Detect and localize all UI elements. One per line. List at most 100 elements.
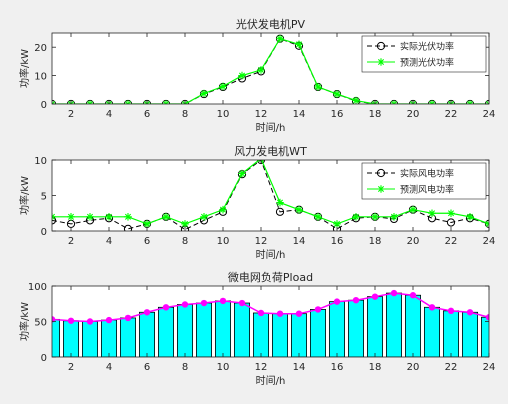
x-tick-label: 18 (369, 362, 382, 373)
load-bar (157, 306, 174, 357)
y-axis-label: 功率/kW (18, 176, 31, 215)
load-point (276, 310, 284, 317)
load-bar (385, 292, 402, 357)
series-point-1 (67, 213, 75, 221)
y-tick-label: 5 (41, 192, 47, 203)
load-point (162, 304, 170, 311)
x-tick-label: 10 (217, 109, 230, 120)
series-point-1 (371, 213, 379, 221)
load-bar (63, 320, 80, 357)
load-point (333, 298, 341, 305)
y-axis-label: 功率/kW (18, 49, 31, 88)
load-bar (214, 300, 231, 357)
series-point-1 (333, 220, 341, 228)
x-tick-label: 6 (144, 236, 150, 247)
load-point (124, 314, 132, 322)
data-layer (52, 289, 489, 357)
load-bar (366, 296, 383, 357)
x-tick-label: 20 (407, 109, 420, 120)
legend-label: 预测光伏功率 (400, 57, 454, 69)
load-point (181, 301, 189, 308)
series-point-1 (352, 213, 360, 221)
x-tick-label: 12 (255, 109, 268, 120)
series-point-1 (181, 220, 189, 228)
load-point (295, 310, 303, 317)
legend-marker-1 (377, 58, 385, 66)
load-point (86, 318, 94, 325)
x-tick-label: 4 (106, 109, 112, 120)
series-point-1 (200, 213, 208, 221)
load-bar (461, 311, 478, 357)
legend-marker-0 (376, 168, 386, 178)
load-point (390, 289, 398, 297)
load-bar (423, 306, 440, 357)
series-point-1 (143, 220, 151, 228)
load-point (143, 309, 151, 316)
load-point (200, 299, 208, 307)
x-axis-label: 时间/h (256, 121, 286, 134)
legend-label: 实际光伏功率 (400, 41, 454, 53)
load-bar (290, 313, 307, 357)
x-tick-label: 6 (144, 362, 150, 373)
series-point-1 (314, 213, 322, 221)
series-point-1 (276, 34, 284, 43)
series-point-1 (447, 209, 455, 218)
y-tick-label: 0 (41, 227, 47, 238)
series-point-0 (446, 218, 456, 227)
series-point-1 (219, 82, 227, 91)
load-bar (404, 294, 421, 357)
load-bar (195, 302, 212, 357)
x-tick-label: 12 (255, 362, 268, 373)
series-point-1 (466, 213, 474, 221)
load-point (428, 304, 436, 311)
chart-title: 光伏发电机PV (236, 17, 306, 31)
load-point (238, 299, 246, 307)
x-tick-label: 18 (369, 236, 382, 247)
x-tick-label: 22 (445, 109, 458, 120)
legend-marker-0 (376, 41, 386, 51)
x-tick-label: 14 (293, 362, 306, 373)
y-tick-label: 20 (34, 43, 47, 54)
load-point (466, 309, 474, 316)
load-bar (82, 321, 99, 357)
x-tick-label: 20 (407, 362, 420, 373)
legend-marker-1 (377, 185, 385, 193)
series-point-1 (390, 213, 398, 221)
series-point-1 (314, 83, 322, 91)
x-tick-label: 24 (483, 362, 496, 373)
load-bar (271, 313, 288, 357)
x-tick-label: 10 (217, 362, 230, 373)
series-point-1 (276, 198, 284, 207)
load-point (314, 306, 322, 313)
x-tick-label: 16 (331, 236, 344, 247)
legend-box (361, 35, 487, 73)
load-point (219, 297, 227, 305)
x-tick-label: 6 (144, 109, 150, 120)
x-tick-label: 20 (407, 236, 420, 247)
x-tick-label: 8 (182, 109, 188, 120)
x-tick-label: 22 (445, 236, 458, 247)
series-point-1 (352, 96, 360, 104)
x-tick-label: 8 (182, 362, 188, 373)
x-tick-label: 10 (217, 236, 230, 247)
load-bar (101, 319, 118, 357)
series-point-1 (409, 205, 417, 214)
x-tick-label: 16 (331, 362, 344, 373)
load-point (105, 316, 113, 324)
legend-box (361, 162, 487, 200)
y-axis-label: 功率/kW (18, 302, 31, 341)
x-tick-label: 2 (68, 109, 74, 120)
chart-title: 微电网负荷Pload (228, 270, 313, 284)
x-tick-label: 24 (483, 109, 496, 120)
x-tick-label: 4 (106, 362, 112, 373)
y-tick-label: 0 (41, 353, 47, 364)
load-point (52, 316, 56, 323)
series-point-1 (428, 209, 436, 218)
series-point-1 (105, 213, 113, 221)
load-bar (442, 310, 459, 357)
load-bar (309, 309, 326, 357)
x-tick-label: 14 (293, 236, 306, 247)
x-tick-label: 22 (445, 362, 458, 373)
